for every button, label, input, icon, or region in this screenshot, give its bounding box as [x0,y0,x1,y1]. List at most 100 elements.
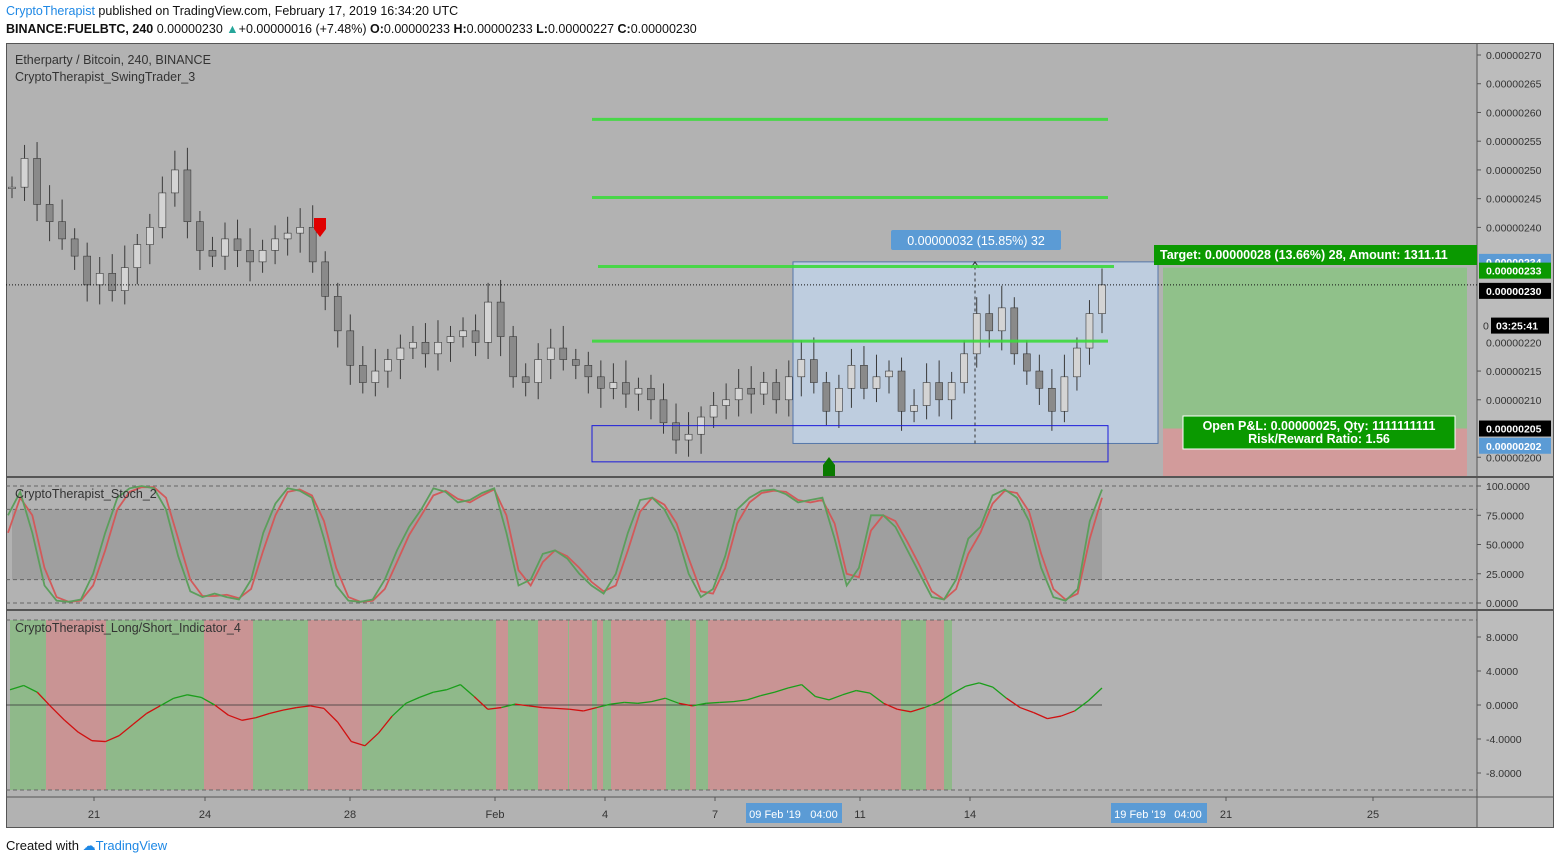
candle-body-57 [709,405,718,418]
candle-body-35 [434,342,442,355]
ls-line-segment-4 [50,706,66,721]
candle-body-33 [409,342,417,349]
created-with-text: Created with [6,838,79,853]
price-tick-6: 0.00000245 [1486,194,1542,206]
candle-body-38 [471,330,480,343]
author-link[interactable]: CryptoTherapist [6,4,95,18]
ls-line-segment-2 [23,684,38,693]
candle-body-72 [897,370,906,412]
candle-body-62 [772,382,781,401]
symbol-info: BINANCE:FUELBTC, 240 0.00000230 ▲+0.0000… [6,22,697,36]
candle-body-44 [546,347,555,360]
open-label: O: [370,22,384,36]
buy-signal-icon [823,457,835,476]
candle-body-36 [446,336,455,343]
high-label: H: [453,22,467,36]
candle-body-2 [20,158,29,188]
price-pane-title: Etherparty / Bitcoin, 240, BINANCE [15,53,211,67]
chart-svg[interactable]: 0.00000032 (15.85%) 32 Target: 0.00000028… [6,43,1554,828]
range-label-bg [891,230,1061,250]
candle-body-51 [634,387,643,395]
candle-body-30 [371,370,380,383]
close-label: C: [617,22,631,36]
ls-line-segment-42 [569,708,584,712]
candle-body-52 [647,387,655,401]
candle-body-21 [258,250,267,263]
candle-body-25 [308,227,317,263]
ls-line-segment-51 [692,702,707,707]
candle-body-19 [233,238,242,251]
ls-line-segment-23 [310,705,325,710]
candle-body-3 [33,158,41,205]
stoch-tick-5: 0.0000 [1486,598,1518,610]
ls-line-segment-6 [77,731,93,742]
time-axis-bg [6,797,1477,828]
price-tag-bg-2 [1479,262,1551,279]
candle-body-28 [346,330,355,366]
candle-body-5 [58,221,66,240]
ls-line-segment-53 [719,700,734,704]
time-label-date-1: 09 Feb '19 [749,809,801,821]
ls-line-segment-52 [706,701,720,704]
candle-body-82 [1023,353,1031,372]
ls-line-segment-16 [214,704,229,716]
time-label-date-2: 19 Feb '19 [1114,809,1166,821]
change-arrow-icon: ▲ [226,22,239,36]
ls-tick-2: 4.0000 [1486,666,1518,678]
time-tick-8: 14 [964,809,976,821]
ls-line-segment-41 [555,707,570,710]
candle-body-85 [1060,376,1069,412]
ls-line-segment-76 [1033,712,1048,720]
ls-line-segment-39 [528,705,543,709]
price-tick-5: 0.00000250 [1486,165,1542,177]
price-tick-1: 0.00000270 [1486,50,1542,62]
ls-line-segment-57 [774,687,789,693]
ls-line-segment-74 [1006,697,1021,709]
candle-body-15 [183,169,192,222]
candle-body-68 [847,365,856,389]
price-tick-9: 0.00000210 [1486,395,1542,407]
ls-line-segment-3 [36,691,52,708]
ls-line-segment-12 [159,697,175,707]
ls-line-segment-54 [733,699,748,703]
axis-zero-mark: 0 [1483,321,1489,333]
candle-body-81 [1010,307,1019,355]
candle-body-6 [70,238,79,257]
ls-line-segment-8 [105,735,120,743]
ls-line-segment-19 [255,712,270,719]
candle-body-17 [208,250,217,257]
ls-line-segment-46 [624,701,638,704]
target-label-bg [1154,245,1477,265]
chart-area[interactable]: 0.00000032 (15.85%) 32 Target: 0.00000028… [6,43,1554,828]
time-label-bg-2 [1111,803,1207,823]
ls-tick-3: 0.0000 [1486,700,1518,712]
low-label: L: [536,22,548,36]
sell-signal-icon [314,218,326,237]
ls-line-segment-22 [296,705,311,709]
candle-body-42 [521,376,530,383]
ls-line-segment-31 [419,691,434,698]
candle-body-88 [1098,284,1106,314]
candle-body-32 [396,347,405,360]
stoch-tick-2: 75.0000 [1486,510,1524,522]
candle-body-1 [8,186,16,189]
price-tag-bg-3 [1479,282,1551,299]
last-price: 0.00000230 [156,22,223,36]
candle-body-11 [133,244,142,268]
price-pane-indicator: CryptoTherapist_SwingTrader_3 [15,70,195,84]
ls-line-segment-29 [391,702,407,717]
ls-line-segment-49 [664,697,680,704]
tradingview-link[interactable]: TradingView [95,838,168,853]
ls-line-segment-45 [610,701,625,705]
price-tag-bg-7 [1479,437,1551,454]
ls-line-segment-43 [583,706,598,712]
candle-body-87 [1085,313,1094,349]
candle-body-58 [722,399,730,406]
candle-body-75 [935,382,943,401]
ls-line-segment-68 [924,701,939,709]
candle-body-7 [83,255,91,286]
candle-body-53 [659,399,668,424]
candle-body-59 [734,387,743,401]
ls-line-segment-75 [1019,706,1034,714]
ls-line-segment-34 [460,684,475,697]
